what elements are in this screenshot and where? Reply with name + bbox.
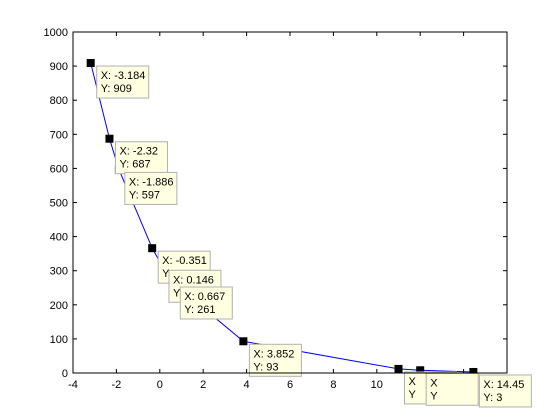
y-tick-label: 800: [50, 95, 68, 107]
y-tick-label: 900: [50, 61, 68, 73]
datatip-y-label: Y: 93: [253, 361, 278, 373]
y-tick-label: 400: [50, 232, 68, 244]
x-tick-label: -2: [112, 379, 122, 391]
x-tick-label: 4: [244, 379, 250, 391]
x-tick-label: 10: [371, 379, 383, 391]
datatip: XY: [425, 372, 479, 406]
datatip-y-label: Y: 909: [101, 83, 132, 95]
datatip-x-label: X: 14.45: [483, 379, 524, 391]
y-tick-label: 700: [50, 129, 68, 141]
datatip-box: [124, 171, 178, 205]
datatip-y-label: Y: [162, 268, 170, 280]
y-tick-label: 100: [50, 334, 68, 346]
datatip-box: [114, 141, 168, 175]
x-tick-label: 0: [157, 379, 163, 391]
datatip-y-label: Y: 597: [129, 189, 160, 201]
datatip-marker: [239, 337, 248, 346]
axes-box: [72, 31, 508, 374]
datatip-box: [96, 65, 150, 99]
datatip-x-label: X: 0.667: [184, 291, 225, 303]
datatip-x-label: X: 0.146: [173, 274, 214, 286]
datatip: X: 14.45Y: 3: [478, 374, 532, 408]
datatip-y-label: Y: [430, 390, 438, 402]
datatip-x-label: X: 3.852: [253, 348, 294, 360]
datatip-y-label: Y: [173, 287, 181, 299]
datatip-box: [478, 374, 532, 408]
datatip-x-label: X: [409, 376, 417, 388]
datatip-x-label: X: [430, 377, 438, 389]
y-tick-label: 200: [50, 300, 68, 312]
datatip-marker: [148, 244, 157, 253]
datatip-y-label: Y: 3: [483, 392, 502, 404]
x-tick-label: 6: [287, 379, 293, 391]
datatip-y-label: Y: 687: [119, 159, 150, 171]
x-tick-label: -4: [68, 379, 78, 391]
datatip-marker: [416, 366, 425, 375]
y-tick-label: 500: [50, 198, 68, 210]
datatip-y-label: Y: [409, 389, 417, 401]
datatip-x-label: X: -0.351: [162, 255, 207, 267]
y-tick-label: 0: [62, 368, 68, 380]
datatip-marker: [394, 364, 403, 373]
datatip-y-label: Y: 261: [184, 304, 215, 316]
datatip-marker: [469, 367, 478, 376]
x-tick-label: 2: [200, 379, 206, 391]
datatip-box: [425, 372, 479, 406]
datatip-box: [248, 343, 302, 377]
datatip-marker: [86, 59, 95, 68]
datatip-x-label: X: -3.184: [101, 70, 146, 82]
datatip-box: [179, 286, 233, 320]
y-tick-label: 600: [50, 163, 68, 175]
datatip-x-label: X: -2.32: [119, 146, 158, 158]
x-tick-label: 8: [330, 379, 336, 391]
datatip: X: -2.32Y: 687: [114, 141, 168, 175]
y-tick-label: 1000: [44, 27, 68, 39]
y-tick-label: 300: [50, 266, 68, 278]
datatip-x-label: X: -1.886: [129, 176, 174, 188]
datatip-marker: [105, 134, 114, 143]
